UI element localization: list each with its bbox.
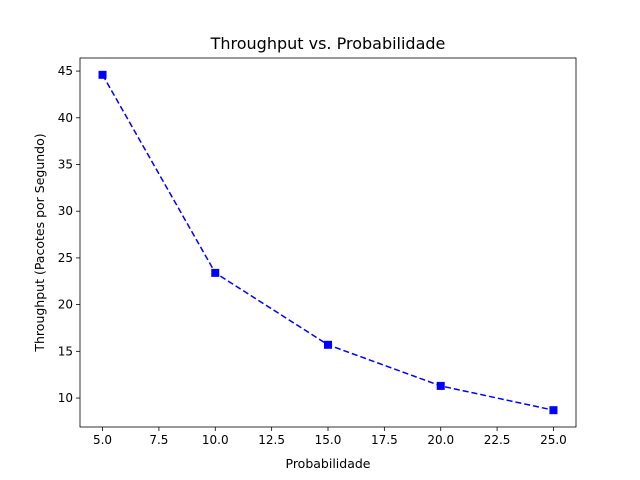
y-tick-label: 10 xyxy=(58,391,73,405)
data-point-3 xyxy=(436,381,445,390)
x-tick-label: 7.5 xyxy=(149,433,168,447)
x-tick-label: 15.0 xyxy=(315,433,342,447)
data-point-0 xyxy=(98,70,107,79)
y-tick-label: 45 xyxy=(58,64,73,78)
x-tick-label: 20.0 xyxy=(427,433,454,447)
y-tick-label: 20 xyxy=(58,298,73,312)
x-axis-ticks: 5.0 7.5 10.0 12.5 15.0 17.5 20.0 22.5 25.0 xyxy=(93,427,567,447)
y-tick-label: 30 xyxy=(58,204,73,218)
x-tick-label: 10.0 xyxy=(202,433,229,447)
y-tick-label: 15 xyxy=(58,344,73,358)
x-tick-label: 5.0 xyxy=(93,433,112,447)
y-axis-label: Throughput (Pacotes por Segundo) xyxy=(32,133,47,352)
y-tick-label: 40 xyxy=(58,111,73,125)
x-tick-label: 12.5 xyxy=(258,433,285,447)
data-point-4 xyxy=(549,406,558,415)
y-tick-label: 35 xyxy=(58,157,73,171)
data-point-1 xyxy=(211,268,220,277)
y-tick-label: 25 xyxy=(58,251,73,265)
x-axis-label: Probabilidade xyxy=(286,456,371,471)
y-axis-ticks: 10 15 20 25 30 35 40 45 xyxy=(58,64,80,405)
x-tick-label: 22.5 xyxy=(484,433,511,447)
chart-title: Throughput vs. Probabilidade xyxy=(210,34,446,53)
x-tick-label: 25.0 xyxy=(540,433,567,447)
x-tick-label: 17.5 xyxy=(371,433,398,447)
data-point-2 xyxy=(324,340,332,349)
series-markers xyxy=(98,70,558,415)
